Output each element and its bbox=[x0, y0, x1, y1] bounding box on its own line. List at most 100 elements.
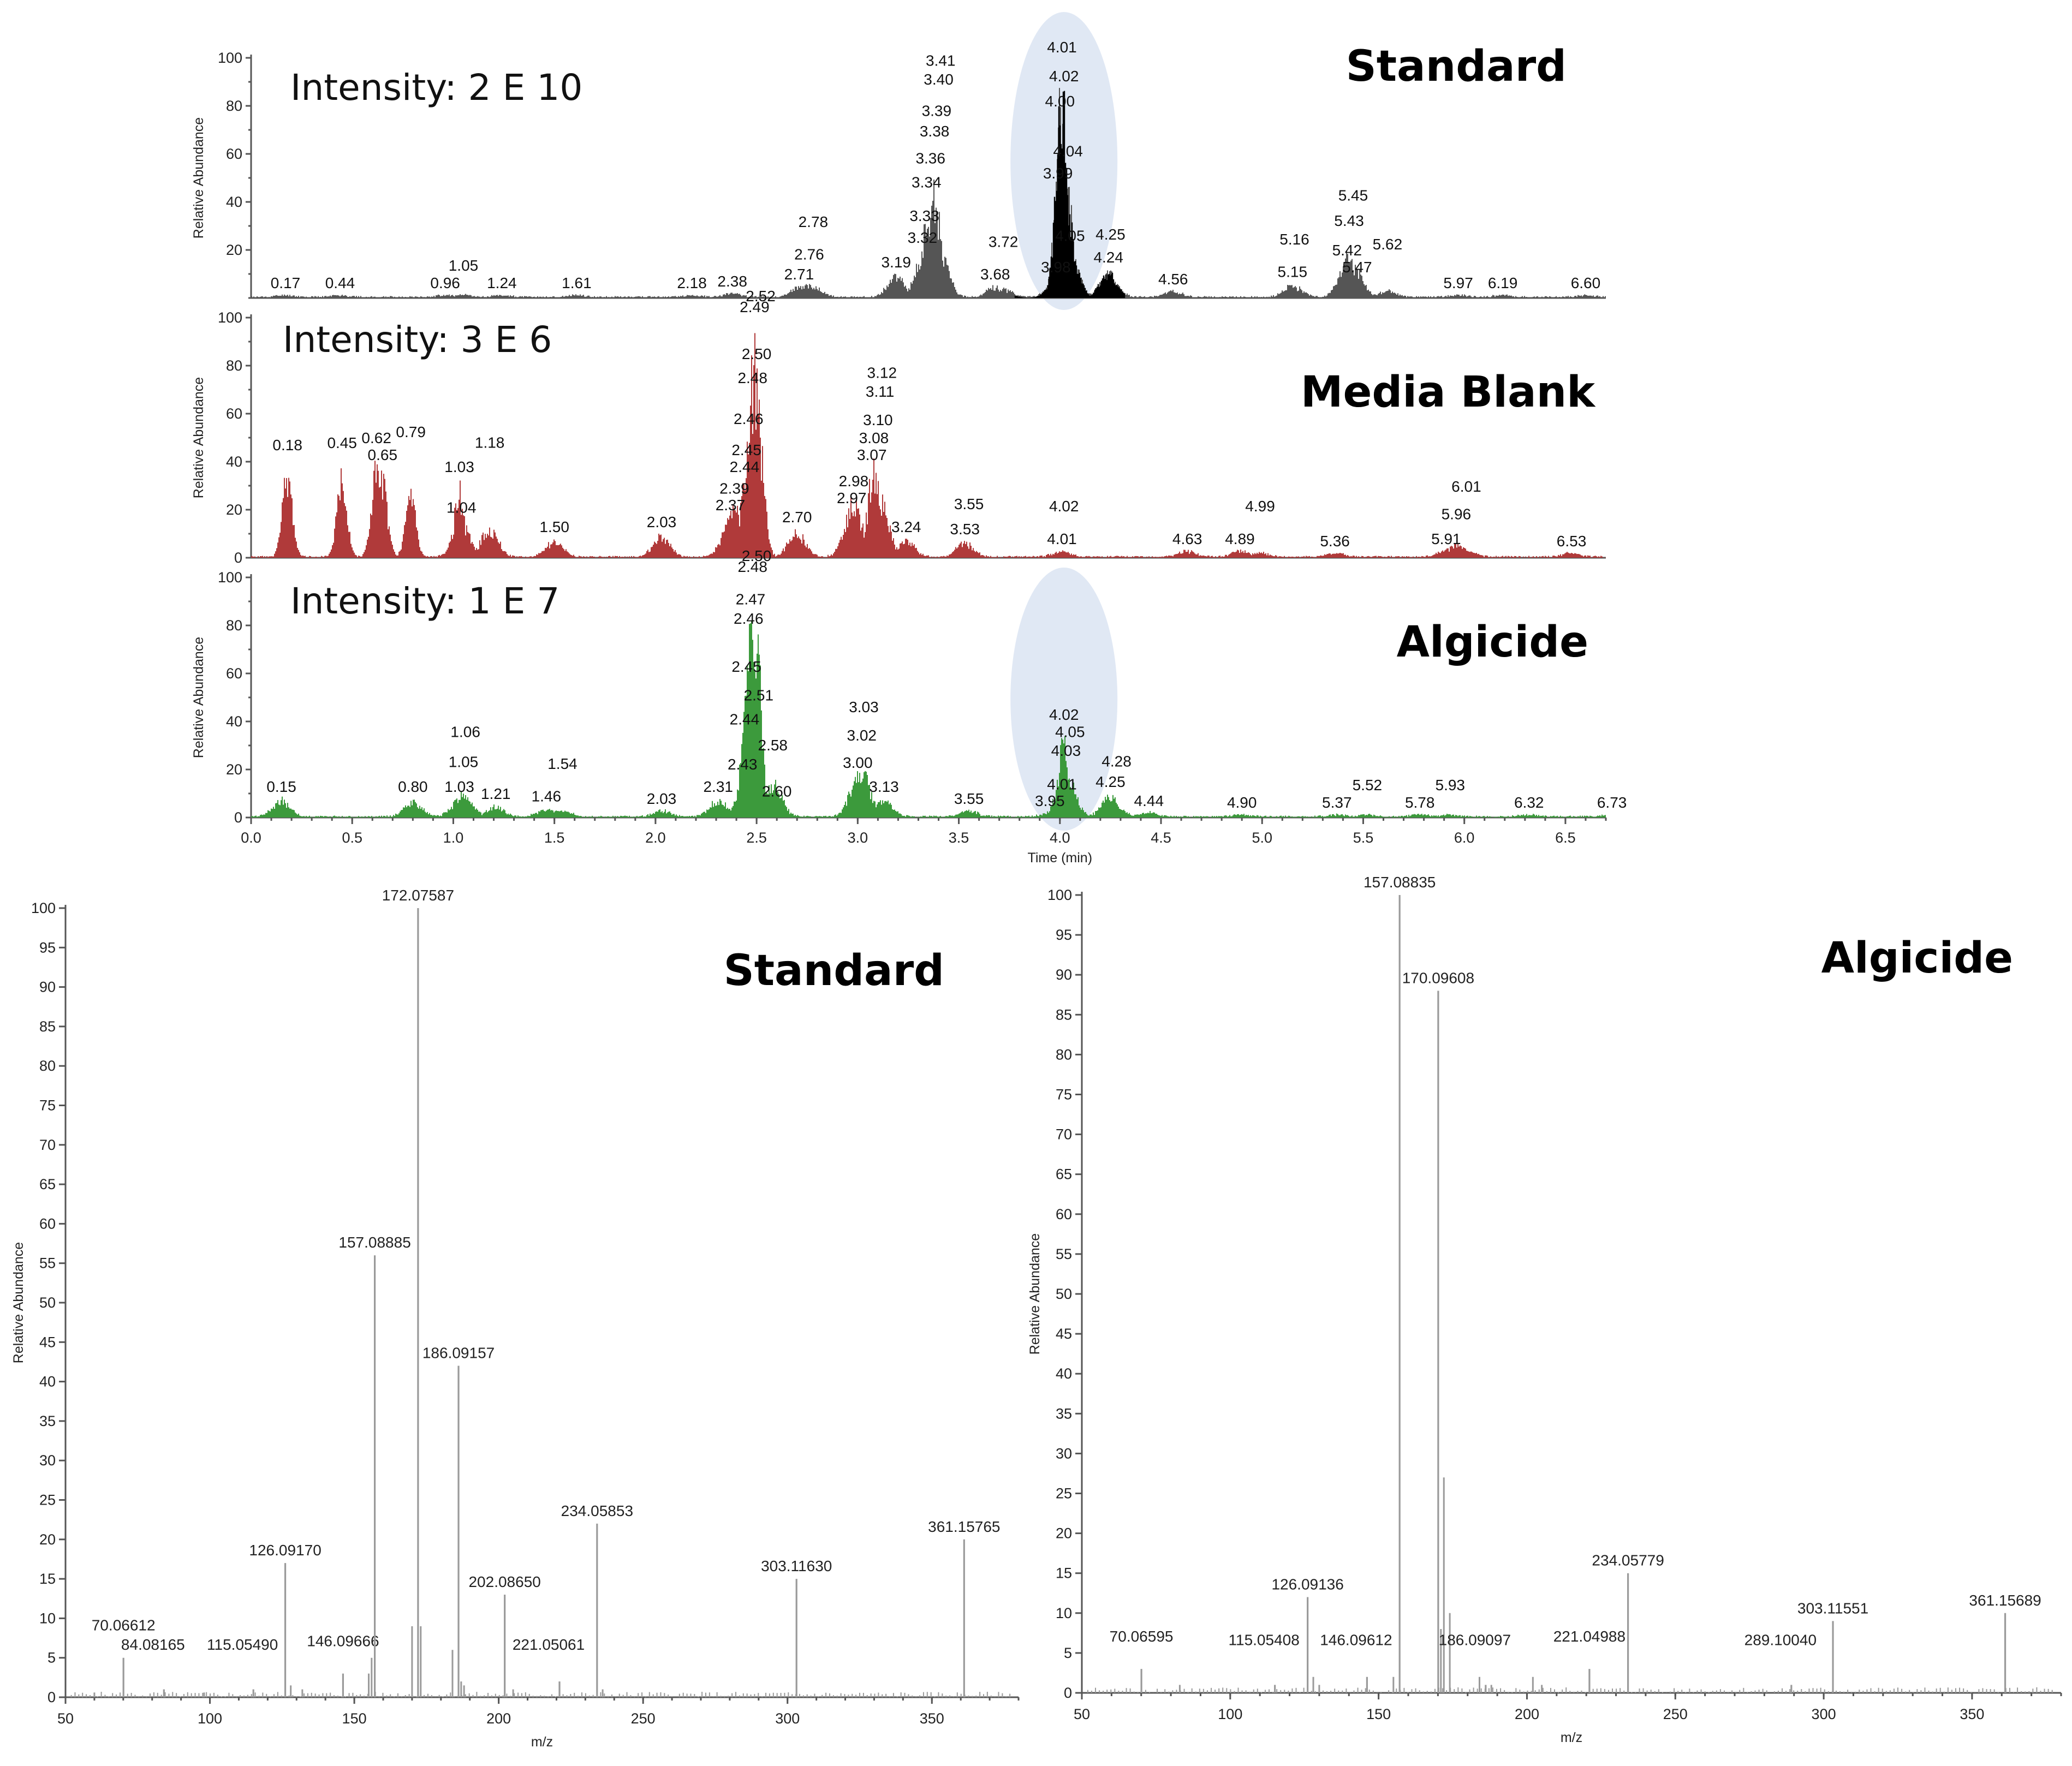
peak-label: 5.36 bbox=[1320, 533, 1350, 550]
peak-label: 126.09136 bbox=[1271, 1576, 1343, 1593]
peak-label: 3.11 bbox=[866, 383, 894, 400]
peak-label: 5.47 bbox=[1342, 259, 1372, 276]
y-tick-label: 40 bbox=[226, 194, 242, 210]
y-tick-label: 100 bbox=[1047, 887, 1072, 903]
x-tick-label: 2.5 bbox=[746, 830, 767, 846]
peak-label: 1.03 bbox=[444, 458, 474, 475]
peak-label: 1.03 bbox=[444, 778, 474, 795]
y-tick-label: 100 bbox=[218, 309, 242, 326]
x-tick-label: 3.0 bbox=[848, 830, 868, 846]
peak-label: 2.48 bbox=[737, 369, 767, 386]
y-tick-label: 65 bbox=[39, 1176, 56, 1192]
y-tick-label: 60 bbox=[226, 405, 242, 422]
x-axis-label: Time (min) bbox=[1028, 850, 1093, 866]
x-tick-label: 50 bbox=[1074, 1706, 1090, 1722]
y-tick-label: 20 bbox=[226, 242, 242, 258]
x-tick-label: 0.0 bbox=[241, 830, 261, 846]
spectrum-noise bbox=[70, 1691, 1011, 1697]
peak-label: 3.07 bbox=[857, 446, 887, 463]
x-tick-label: 2.0 bbox=[645, 830, 666, 846]
peak-label: 115.05408 bbox=[1229, 1631, 1300, 1648]
chrom-title-algicide: Algicide bbox=[1397, 618, 1588, 667]
peak-label: 2.50 bbox=[742, 547, 772, 564]
peak-label: 4.56 bbox=[1158, 271, 1188, 288]
x-tick-label: 300 bbox=[1812, 1706, 1836, 1722]
y-tick-label: 45 bbox=[1056, 1326, 1072, 1342]
chrom-title-media-blank: Media Blank bbox=[1301, 368, 1596, 417]
peak-label: 4.24 bbox=[1093, 249, 1123, 266]
peak-label: 2.60 bbox=[762, 783, 792, 800]
y-tick-label: 25 bbox=[39, 1492, 56, 1508]
peak-label: 2.47 bbox=[736, 591, 766, 608]
y-axis-label: Relative Abundance bbox=[1027, 1233, 1043, 1355]
y-tick-label: 70 bbox=[1056, 1126, 1072, 1143]
y-tick-label: 75 bbox=[1056, 1087, 1072, 1103]
peak-label: 0.65 bbox=[368, 446, 398, 463]
peak-label: 146.09612 bbox=[1320, 1631, 1392, 1648]
peak-label: 0.17 bbox=[271, 275, 301, 291]
peak-label: 3.12 bbox=[867, 364, 897, 381]
peak-label: 303.11551 bbox=[1797, 1600, 1868, 1616]
peak-label: 4.02 bbox=[1049, 706, 1079, 723]
peak-label: 289.10040 bbox=[1744, 1631, 1817, 1648]
x-tick-label: 5.0 bbox=[1252, 830, 1272, 846]
y-tick-label: 70 bbox=[39, 1137, 56, 1153]
peak-label: 3.95 bbox=[1035, 792, 1065, 809]
x-tick-label: 1.0 bbox=[443, 830, 464, 846]
peak-label: 361.15689 bbox=[1969, 1592, 2041, 1609]
x-tick-label: 3.5 bbox=[949, 830, 969, 846]
peak-label: 4.01 bbox=[1047, 775, 1077, 792]
peak-label: 3.98 bbox=[1041, 259, 1071, 276]
peak-label: 6.19 bbox=[1488, 275, 1518, 291]
chrom-title-standard: Standard bbox=[1346, 42, 1567, 91]
y-tick-label: 25 bbox=[1056, 1485, 1072, 1502]
peak-label: 157.08835 bbox=[1364, 874, 1436, 891]
peak-label: 3.38 bbox=[920, 123, 950, 140]
peak-label: 0.44 bbox=[325, 275, 355, 291]
chromatogram-standard: 20 40 60 80 100 Relative Abundance 0.17 0.44 0.9… bbox=[191, 12, 1606, 310]
x-tick-label: 6.5 bbox=[1555, 830, 1576, 846]
spectrum-algicide: 0 5 10 15 20 25 30 35 40 45 50 55 60 65 70 75 80 85 90 95 10… bbox=[1027, 874, 2062, 1745]
y-tick-label: 100 bbox=[218, 569, 242, 586]
peak-label: 3.34 bbox=[912, 174, 942, 191]
peak-label: 4.04 bbox=[1053, 142, 1083, 159]
y-tick-label: 15 bbox=[1056, 1565, 1072, 1582]
peak-label: 1.18 bbox=[475, 434, 505, 451]
peak-label: 2.46 bbox=[734, 610, 764, 627]
peak-label: 4.05 bbox=[1055, 723, 1085, 740]
y-tick-label: 65 bbox=[1056, 1166, 1072, 1183]
peak-label: 70.06612 bbox=[92, 1617, 156, 1634]
peak-label: 3.24 bbox=[891, 518, 921, 535]
peak-label: 221.05061 bbox=[513, 1636, 585, 1653]
chromatogram-algicide: 0 20 40 60 80 100 Relative Abundance 0.0 0.5 1.0 1… bbox=[191, 547, 1627, 866]
spectrum-noise bbox=[1087, 1687, 2053, 1693]
y-tick-label: 45 bbox=[39, 1334, 56, 1350]
peak-label: 172.07587 bbox=[382, 887, 454, 904]
peak-label: 3.13 bbox=[869, 778, 899, 795]
x-tick-label: 4.5 bbox=[1151, 830, 1171, 846]
peak-label: 0.79 bbox=[396, 423, 426, 440]
peak-label: 0.15 bbox=[266, 778, 296, 795]
peak-label: 5.16 bbox=[1279, 231, 1309, 248]
y-tick-label: 80 bbox=[226, 98, 242, 114]
peak-label: 4.02 bbox=[1049, 68, 1079, 85]
x-tick-label: 4.0 bbox=[1050, 830, 1070, 846]
peak-label: 2.38 bbox=[717, 273, 747, 290]
peak-label: 234.05779 bbox=[1592, 1552, 1664, 1569]
x-tick-label: 1.5 bbox=[544, 830, 565, 846]
peak-label: 234.05853 bbox=[561, 1502, 633, 1519]
peak-label: 1.05 bbox=[449, 257, 479, 274]
y-tick-label: 40 bbox=[226, 454, 242, 470]
x-tick-label: 250 bbox=[631, 1710, 656, 1727]
peak-label: 2.50 bbox=[742, 345, 772, 362]
peak-label: 4.89 bbox=[1225, 530, 1255, 547]
y-tick-label: 55 bbox=[1056, 1246, 1072, 1262]
peak-label: 1.05 bbox=[449, 754, 479, 771]
y-tick-label: 0 bbox=[234, 809, 242, 826]
peak-label: 2.39 bbox=[719, 480, 749, 497]
peak-label: 2.03 bbox=[647, 790, 677, 807]
y-tick-label: 50 bbox=[1056, 1286, 1072, 1302]
peak-label: 3.33 bbox=[909, 207, 939, 224]
peak-label: 2.44 bbox=[730, 711, 760, 728]
